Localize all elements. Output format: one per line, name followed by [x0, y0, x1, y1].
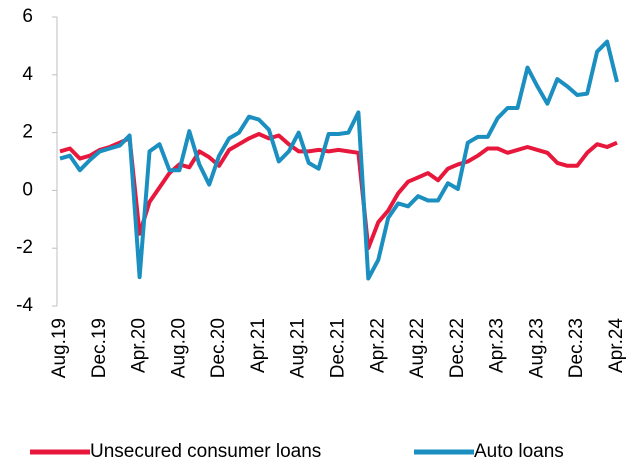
x-tick-label: Dec.22 [447, 318, 468, 378]
x-tick-label: Apr.20 [129, 318, 150, 373]
y-tick-label: -4 [16, 295, 33, 316]
y-tick-label: 0 [22, 179, 33, 200]
x-tick-label: Apr.21 [248, 318, 269, 373]
x-tick-label: Aug.21 [288, 318, 309, 378]
x-tick-label: Dec.21 [328, 318, 349, 378]
x-tick-label: Dec.23 [566, 318, 587, 378]
y-tick-label: -2 [16, 237, 33, 258]
x-tick-label: Aug.23 [526, 318, 547, 378]
y-tick-label: 2 [22, 122, 33, 143]
x-tick-label: Dec.20 [208, 318, 229, 378]
x-tick-label: Aug.20 [168, 318, 189, 378]
x-tick-label: Aug.22 [407, 318, 428, 378]
y-tick-label: 6 [22, 6, 33, 27]
x-tick-label: Dec.19 [89, 318, 110, 378]
series-line [59, 39, 619, 281]
y-tick-label: 4 [22, 64, 33, 85]
x-tick-label: Apr.24 [606, 318, 627, 373]
legend-label: Auto loans [474, 441, 564, 462]
series-line [59, 132, 618, 251]
x-tick-label: Aug.19 [49, 318, 70, 378]
legend-label: Unsecured consumer loans [90, 441, 321, 462]
x-tick-label: Apr.23 [487, 318, 508, 373]
x-tick-label: Apr.22 [367, 318, 388, 373]
